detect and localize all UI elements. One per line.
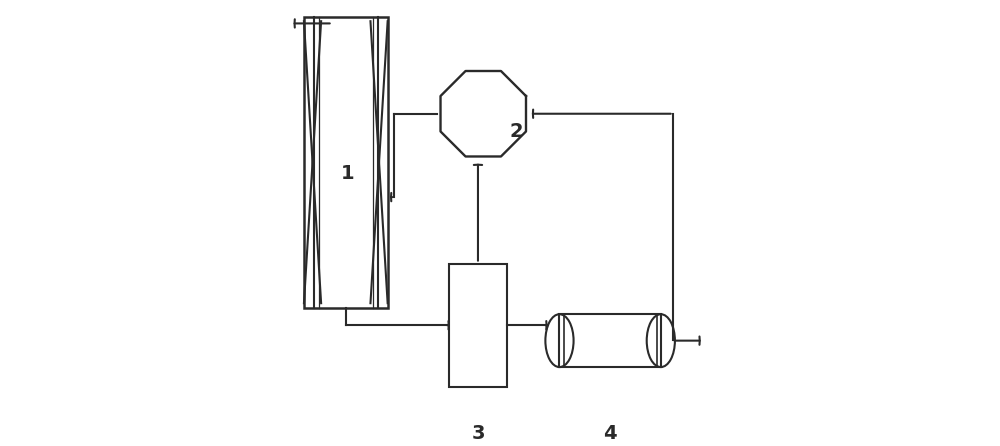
Text: 1: 1 bbox=[341, 164, 355, 183]
Bar bbox=[449, 264, 507, 387]
Bar bbox=[559, 314, 661, 367]
Text: 3: 3 bbox=[471, 424, 485, 443]
Text: 2: 2 bbox=[510, 122, 524, 141]
Bar bbox=[304, 17, 388, 308]
Text: 4: 4 bbox=[603, 424, 617, 443]
